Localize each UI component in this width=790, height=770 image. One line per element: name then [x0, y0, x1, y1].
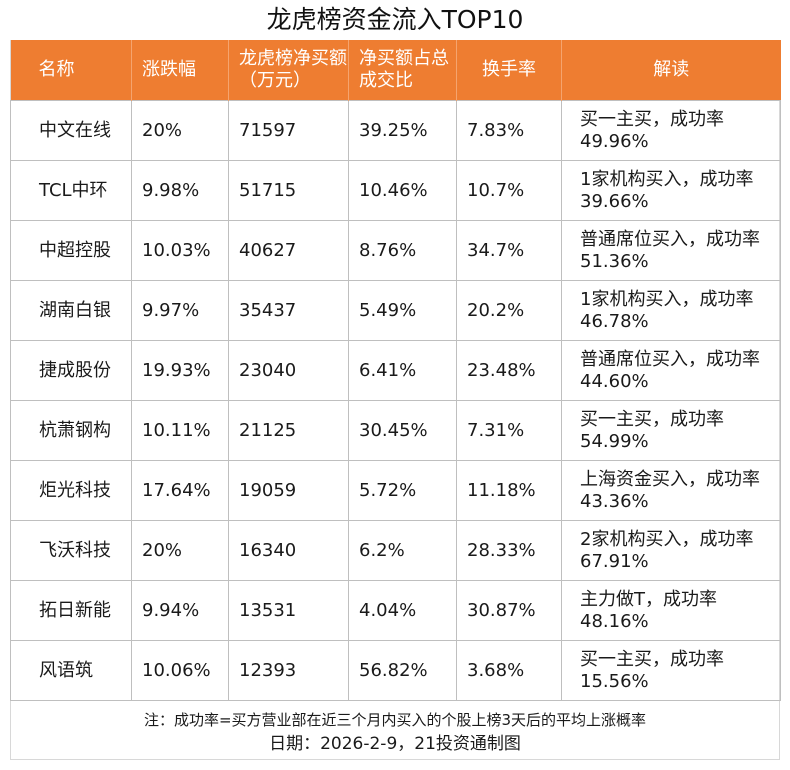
net-buy-ratio-cell: 6.2%: [348, 520, 457, 581]
column-header-name: 名称: [10, 40, 132, 101]
net-buy-ratio-cell: 8.76%: [348, 220, 457, 281]
change-cell: 9.97%: [131, 280, 229, 341]
net-buy-cell: 35437: [228, 280, 349, 341]
net-buy-ratio-cell: 30.45%: [348, 400, 457, 461]
turnover-cell: 30.87%: [456, 580, 562, 641]
net-buy-ratio-cell: 5.72%: [348, 460, 457, 521]
column-header-interpretation: 解读: [561, 40, 781, 101]
net-buy-cell: 13531: [228, 580, 349, 641]
interpretation-cell: 买一主买，成功率54.99%: [561, 400, 781, 461]
turnover-cell: 20.2%: [456, 280, 562, 341]
change-cell: 9.94%: [131, 580, 229, 641]
turnover-cell: 34.7%: [456, 220, 562, 281]
table-row: 杭萧钢构 10.11% 21125 30.45% 7.31% 买一主买，成功率54.99%: [10, 400, 781, 461]
net-buy-ratio-cell: 4.04%: [348, 580, 457, 641]
net-buy-cell: 71597: [228, 100, 349, 161]
stock-name-cell: 中文在线: [10, 100, 132, 161]
turnover-cell: 23.48%: [456, 340, 562, 401]
net-buy-ratio-cell: 10.46%: [348, 160, 457, 221]
net-buy-ratio-cell: 56.82%: [348, 640, 457, 701]
date-credit: 日期：2026-2-9，21投资通制图: [269, 734, 521, 754]
interpretation-cell: 1家机构买入，成功率39.66%: [561, 160, 781, 221]
interpretation-cell: 买一主买，成功率15.56%: [561, 640, 781, 701]
table-row: 中超控股 10.03% 40627 8.76% 34.7% 普通席位买入，成功率51.36…: [10, 220, 781, 281]
interpretation-cell: 1家机构买入，成功率46.78%: [561, 280, 781, 341]
change-cell: 20%: [131, 100, 229, 161]
table-header-row: 名称 涨跌幅 龙虎榜净买额（万元） 净买额占总成交比 换手率 解读: [10, 40, 781, 101]
turnover-cell: 7.31%: [456, 400, 562, 461]
turnover-cell: 10.7%: [456, 160, 562, 221]
stock-name-cell: 炬光科技: [10, 460, 132, 521]
table-row: 拓日新能 9.94% 13531 4.04% 30.87% 主力做T，成功率48.16%: [10, 580, 781, 641]
net-buy-cell: 12393: [228, 640, 349, 701]
net-buy-cell: 40627: [228, 220, 349, 281]
table-row: TCL中环 9.98% 51715 10.46% 10.7% 1家机构买入，成功率39.6…: [10, 160, 781, 221]
interpretation-cell: 普通席位买入，成功率51.36%: [561, 220, 781, 281]
footnote: 注：成功率=买方营业部在近三个月内买入的个股上榜3天后的平均上涨概率: [143, 711, 647, 729]
table-row: 湖南白银 9.97% 35437 5.49% 20.2% 1家机构买入，成功率46.78%: [10, 280, 781, 341]
interpretation-cell: 买一主买，成功率49.96%: [561, 100, 781, 161]
net-buy-ratio-cell: 39.25%: [348, 100, 457, 161]
interpretation-cell: 主力做T，成功率48.16%: [561, 580, 781, 641]
change-cell: 10.03%: [131, 220, 229, 281]
change-cell: 20%: [131, 520, 229, 581]
net-buy-ratio-cell: 6.41%: [348, 340, 457, 401]
interpretation-cell: 2家机构买入，成功率67.91%: [561, 520, 781, 581]
interpretation-cell: 普通席位买入，成功率44.60%: [561, 340, 781, 401]
stock-name-cell: 捷成股份: [10, 340, 132, 401]
stock-name-cell: TCL中环: [10, 160, 132, 221]
stock-name-cell: 风语筑: [10, 640, 132, 701]
change-cell: 17.64%: [131, 460, 229, 521]
net-buy-cell: 51715: [228, 160, 349, 221]
turnover-cell: 11.18%: [456, 460, 562, 521]
column-header-turnover: 换手率: [456, 40, 562, 101]
column-header-net-buy-ratio: 净买额占总成交比: [348, 40, 457, 101]
column-header-change: 涨跌幅: [131, 40, 229, 101]
stock-name-cell: 飞沃科技: [10, 520, 132, 581]
net-buy-cell: 16340: [228, 520, 349, 581]
table-row: 中文在线 20% 71597 39.25% 7.83% 买一主买，成功率49.96%: [10, 100, 781, 161]
column-header-net-buy: 龙虎榜净买额（万元）: [228, 40, 349, 101]
stock-name-cell: 杭萧钢构: [10, 400, 132, 461]
table-row: 炬光科技 17.64% 19059 5.72% 11.18% 上海资金买入，成功率43.3…: [10, 460, 781, 521]
page-title: 龙虎榜资金流入TOP10: [266, 5, 524, 34]
turnover-cell: 3.68%: [456, 640, 562, 701]
net-buy-ratio-cell: 5.49%: [348, 280, 457, 341]
table-row: 风语筑 10.06% 12393 56.82% 3.68% 买一主买，成功率15.56%: [10, 640, 781, 701]
dragon-tiger-table: 名称 涨跌幅 龙虎榜净买额（万元） 净买额占总成交比 换手率 解读 中文在线 20…: [10, 40, 781, 701]
change-cell: 9.98%: [131, 160, 229, 221]
stock-name-cell: 湖南白银: [10, 280, 132, 341]
stock-name-cell: 中超控股: [10, 220, 132, 281]
net-buy-cell: 23040: [228, 340, 349, 401]
turnover-cell: 7.83%: [456, 100, 562, 161]
interpretation-cell: 上海资金买入，成功率43.36%: [561, 460, 781, 521]
table-row: 捷成股份 19.93% 23040 6.41% 23.48% 普通席位买入，成功率44.6…: [10, 340, 781, 401]
turnover-cell: 28.33%: [456, 520, 562, 581]
stock-name-cell: 拓日新能: [10, 580, 132, 641]
change-cell: 19.93%: [131, 340, 229, 401]
table-row: 飞沃科技 20% 16340 6.2% 28.33% 2家机构买入，成功率67.91%: [10, 520, 781, 581]
net-buy-cell: 19059: [228, 460, 349, 521]
net-buy-cell: 21125: [228, 400, 349, 461]
change-cell: 10.06%: [131, 640, 229, 701]
change-cell: 10.11%: [131, 400, 229, 461]
